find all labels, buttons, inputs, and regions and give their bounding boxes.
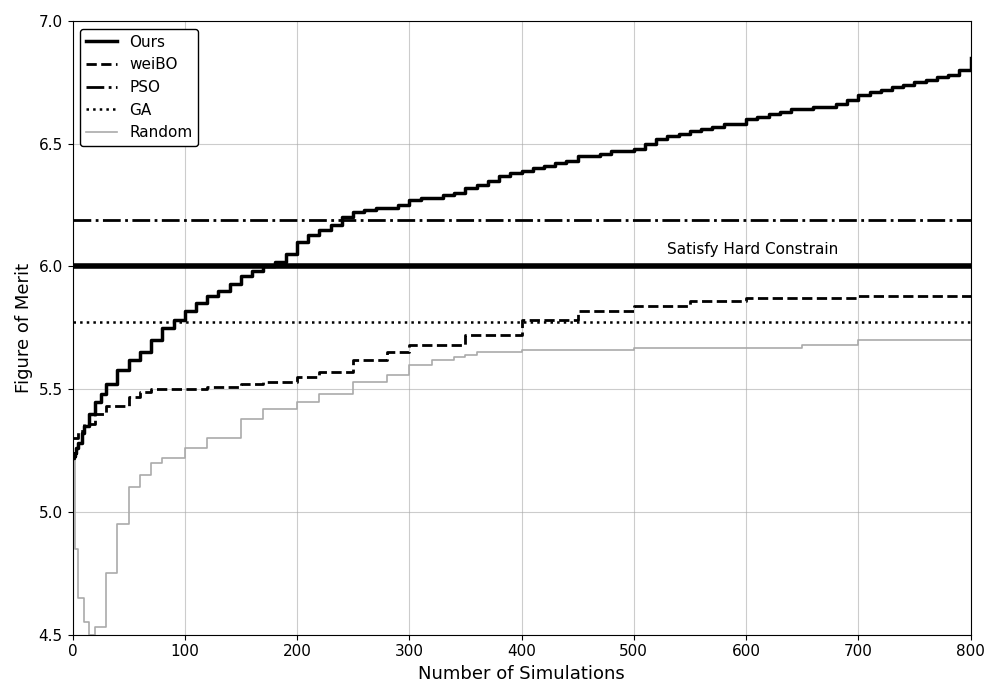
- Ours: [897, 81, 909, 89]
- weiBO: [201, 383, 213, 391]
- Ours: [560, 157, 572, 165]
- weiBO: [740, 295, 752, 303]
- Line: Ours: Ours: [73, 58, 971, 458]
- weiBO: [313, 368, 325, 376]
- Random: [403, 360, 415, 369]
- Random: [134, 471, 146, 480]
- Random: [852, 336, 864, 344]
- Random: [381, 371, 393, 379]
- Random: [67, 454, 79, 462]
- Random: [69, 544, 81, 553]
- weiBO: [516, 316, 528, 325]
- Random: [78, 618, 90, 627]
- Random: [347, 378, 359, 386]
- Line: Random: Random: [73, 340, 971, 634]
- weiBO: [459, 331, 471, 339]
- Random: [313, 390, 325, 399]
- Text: Satisfy Hard Constrain: Satisfy Hard Constrain: [667, 242, 839, 257]
- Random: [201, 434, 213, 443]
- Random: [426, 355, 438, 364]
- Random: [257, 405, 269, 413]
- Line: weiBO: weiBO: [73, 296, 971, 438]
- Ours: [965, 54, 977, 62]
- weiBO: [572, 306, 584, 315]
- weiBO: [381, 348, 393, 357]
- Y-axis label: Figure of Merit: Figure of Merit: [15, 263, 33, 393]
- Random: [156, 454, 168, 462]
- weiBO: [89, 410, 101, 418]
- weiBO: [796, 295, 808, 303]
- Random: [628, 343, 640, 352]
- weiBO: [156, 385, 168, 394]
- weiBO: [257, 378, 269, 386]
- Legend: Ours, weiBO, PSO, GA, Random: Ours, weiBO, PSO, GA, Random: [80, 29, 198, 147]
- Random: [89, 623, 101, 632]
- weiBO: [100, 402, 112, 410]
- GA: [68, 318, 80, 326]
- Random: [291, 397, 303, 406]
- weiBO: [684, 297, 696, 305]
- Random: [516, 346, 528, 354]
- Random: [908, 336, 920, 344]
- Random: [100, 569, 112, 577]
- Random: [796, 341, 808, 349]
- PSO: [68, 216, 80, 224]
- Random: [179, 444, 191, 452]
- Random: [459, 350, 471, 359]
- weiBO: [72, 426, 84, 435]
- PSO: [67, 216, 79, 224]
- Ours: [257, 262, 269, 271]
- weiBO: [908, 292, 920, 300]
- weiBO: [628, 302, 640, 310]
- weiBO: [347, 355, 359, 364]
- weiBO: [403, 341, 415, 349]
- weiBO: [123, 392, 135, 401]
- weiBO: [134, 387, 146, 396]
- Ours: [67, 454, 79, 462]
- Random: [235, 415, 247, 423]
- Random: [965, 336, 977, 344]
- weiBO: [852, 292, 864, 300]
- Ours: [69, 449, 81, 457]
- Random: [72, 594, 84, 602]
- weiBO: [179, 385, 191, 394]
- weiBO: [235, 380, 247, 389]
- Ours: [269, 258, 281, 266]
- weiBO: [67, 434, 79, 443]
- Random: [471, 348, 483, 357]
- weiBO: [145, 385, 157, 394]
- Random: [448, 353, 460, 362]
- Random: [83, 630, 95, 639]
- weiBO: [965, 292, 977, 300]
- weiBO: [291, 373, 303, 381]
- Random: [111, 520, 123, 528]
- weiBO: [78, 419, 90, 428]
- Random: [145, 459, 157, 467]
- Random: [740, 343, 752, 352]
- GA: [67, 318, 79, 326]
- X-axis label: Number of Simulations: Number of Simulations: [418, 665, 625, 683]
- Random: [123, 483, 135, 491]
- Ours: [471, 181, 483, 190]
